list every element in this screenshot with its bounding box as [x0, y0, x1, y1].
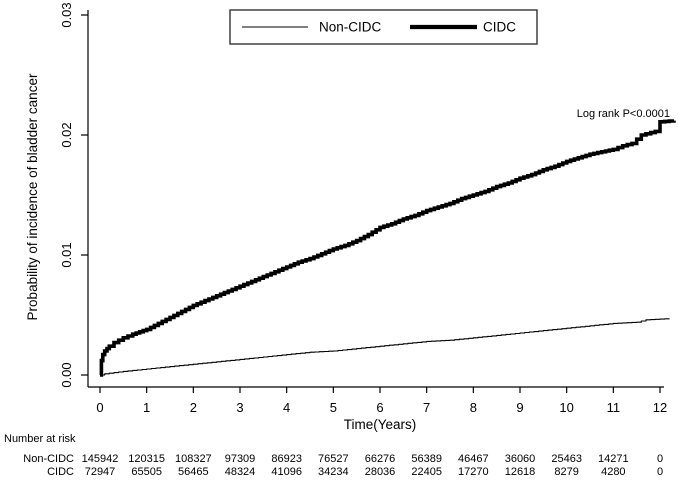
- curve-non-cidc: [100, 318, 670, 376]
- risk-value: 56465: [178, 466, 209, 478]
- risk-value: 28036: [365, 466, 396, 478]
- legend-label-non-cidc: Non-CIDC: [319, 20, 382, 35]
- y-tick-label: 0.01: [59, 242, 74, 267]
- x-tick-label: 2: [190, 400, 197, 415]
- risk-value: 0: [657, 466, 663, 478]
- risk-value: 76527: [318, 453, 349, 465]
- x-tick-label: 4: [283, 400, 290, 415]
- logrank-annotation: Log rank P<0.0001: [577, 108, 670, 120]
- x-tick-label: 7: [423, 400, 430, 415]
- risk-value: 108327: [175, 453, 212, 465]
- y-tick-label: 0.00: [59, 362, 74, 387]
- x-tick-label: 5: [330, 400, 337, 415]
- risk-value: 0: [657, 453, 663, 465]
- risk-value: 65505: [131, 466, 162, 478]
- number-at-risk-table: Number at risk Non-CIDC CIDC 145942 12031…: [4, 433, 663, 478]
- risk-row-label-cidc: CIDC: [47, 466, 74, 478]
- x-tick-label: 9: [516, 400, 523, 415]
- legend-label-cidc: CIDC: [483, 20, 516, 35]
- x-axis-title: Time(Years): [344, 417, 417, 432]
- risk-value: 72947: [85, 466, 116, 478]
- risk-value: 56389: [411, 453, 442, 465]
- x-tick-label: 11: [607, 400, 621, 415]
- legend: Non-CIDC CIDC: [229, 9, 538, 45]
- y-axis-title: Probability of incidence of bladder canc…: [25, 73, 40, 320]
- risk-value: 22405: [411, 466, 442, 478]
- x-tick-label: 10: [559, 400, 573, 415]
- x-tick-label: 12: [653, 400, 667, 415]
- risk-value: 48324: [225, 466, 256, 478]
- risk-value: 66276: [365, 453, 396, 465]
- risk-value: 34234: [318, 466, 349, 478]
- x-tick-label: 3: [236, 400, 243, 415]
- risk-value: 4280: [601, 466, 625, 478]
- risk-value: 17270: [458, 466, 489, 478]
- risk-value: 41096: [271, 466, 302, 478]
- number-at-risk-title: Number at risk: [4, 433, 76, 445]
- risk-value: 46467: [458, 453, 489, 465]
- curve-cidc: [99, 119, 676, 377]
- risk-value: 14271: [598, 453, 629, 465]
- x-axis-ticks: 0 1 2 3 4 5 6 7 8 9 10 11 12: [96, 387, 667, 415]
- x-tick-label: 6: [376, 400, 383, 415]
- x-tick-label: 0: [96, 400, 103, 415]
- x-tick-label: 8: [470, 400, 477, 415]
- risk-row-label-non-cidc: Non-CIDC: [23, 453, 74, 465]
- risk-value: 120315: [128, 453, 165, 465]
- y-tick-label: 0.02: [59, 122, 74, 147]
- x-tick-label: 1: [143, 400, 150, 415]
- risk-value: 12618: [505, 466, 536, 478]
- risk-value: 86923: [271, 453, 302, 465]
- risk-value: 25463: [551, 453, 582, 465]
- risk-value: 8279: [554, 466, 578, 478]
- risk-value: 145942: [82, 453, 119, 465]
- y-tick-label: 0.03: [59, 2, 74, 27]
- risk-value: 36060: [505, 453, 536, 465]
- y-axis-ticks: 0.00 0.01 0.02 0.03: [59, 2, 88, 388]
- risk-values: 145942 120315 108327 97309 86923 76527 66276 56…: [82, 453, 663, 478]
- risk-value: 97309: [225, 453, 256, 465]
